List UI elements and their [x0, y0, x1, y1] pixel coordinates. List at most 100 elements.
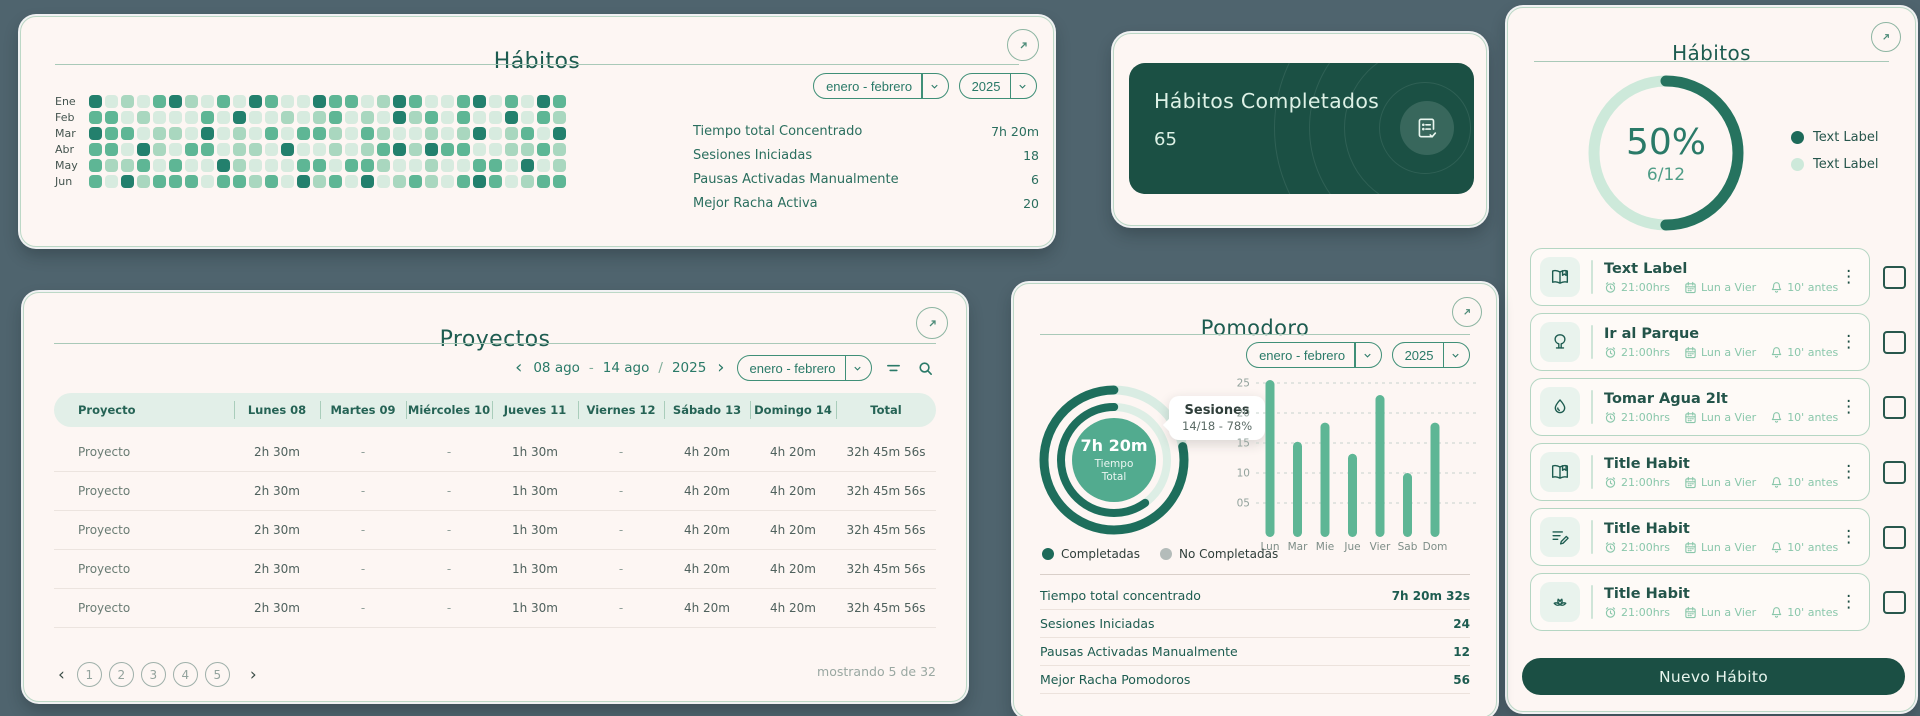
heatmap-cell — [361, 127, 374, 140]
habit-days: Lun a Vier — [1684, 281, 1756, 294]
stat-row: Pausas Activadas Manualmente 6 — [693, 167, 1039, 191]
habit-item[interactable]: Title Habit 21:00hrs Lun a Vier 10' ante… — [1530, 508, 1871, 566]
year-select[interactable]: 2025 — [958, 73, 1037, 99]
chevron-right-icon[interactable]: › — [249, 664, 257, 685]
heatmap-cell — [457, 143, 470, 156]
habit-item[interactable]: Text Label 21:00hrs Lun a Vier 10' antes — [1530, 248, 1871, 306]
heatmap-cell — [505, 143, 518, 156]
showing-label: mostrando 5 de 32 — [817, 664, 936, 679]
heatmap-cell — [265, 111, 278, 124]
table-row[interactable]: Proyecto 2h 30m - - 1h 30m - 4h 20m 4h 20m 32h 4… — [54, 472, 936, 511]
habit-checkbox[interactable] — [1883, 395, 1907, 419]
alarm-clock-icon — [1605, 606, 1616, 618]
divider — [1442, 343, 1444, 367]
habit-checkbox[interactable] — [1883, 265, 1907, 289]
habit-meta: 21:00hrs Lun a Vier 10' antes — [1604, 606, 1838, 619]
period-select-value: enero - febrero — [749, 360, 836, 376]
open-external-button[interactable] — [1452, 297, 1482, 327]
table-row[interactable]: Proyecto 2h 30m - - 1h 30m - 4h 20m 4h 20m 32h 4… — [54, 433, 936, 472]
heatmap-cell — [345, 127, 358, 140]
habit-stats-list: Tiempo total Concentrado 7h 20m Sesiones I… — [693, 119, 1039, 215]
period-select[interactable]: enero - febrero — [1246, 342, 1382, 368]
habit-checkbox[interactable] — [1883, 590, 1907, 614]
table-column-header: Jueves 11 — [492, 403, 578, 417]
habit-checkbox[interactable] — [1883, 460, 1907, 484]
table-row[interactable]: Proyecto 2h 30m - - 1h 30m - 4h 20m 4h 20m 32h 4… — [54, 589, 936, 628]
page-button[interactable]: 5 — [204, 662, 230, 687]
period-select-value: enero - febrero — [1259, 347, 1346, 363]
heatmap-cell — [217, 159, 230, 172]
heatmap-month-label: Abr — [55, 143, 75, 156]
chevron-left-icon[interactable]: ‹ — [58, 664, 65, 685]
heatmap-month-label: Mar — [55, 127, 76, 140]
heatmap-cell — [153, 111, 166, 124]
open-external-button[interactable] — [1007, 29, 1039, 61]
kebab-menu-icon[interactable]: ⋮ — [1840, 267, 1858, 287]
habit-row: Text Label 21:00hrs Lun a Vier 10' antes — [1530, 248, 1907, 306]
chevron-left-icon[interactable]: ‹ — [515, 357, 523, 378]
heatmap-cell — [489, 159, 502, 172]
new-habit-button[interactable]: Nuevo Hábito — [1522, 658, 1905, 695]
habit-item[interactable]: Ir al Parque 21:00hrs Lun a Vier 10' ant… — [1530, 313, 1871, 371]
period-select[interactable]: enero - febrero — [736, 355, 872, 381]
heatmap-cell — [313, 175, 326, 188]
heatmap-cell — [105, 111, 118, 124]
habit-item[interactable]: Tomar Agua 2lt 21:00hrs Lun a Vier 10' a… — [1530, 378, 1871, 436]
page-button[interactable]: 2 — [108, 662, 134, 687]
heatmap-cell — [137, 95, 150, 108]
habit-item[interactable]: Title Habit 21:00hrs Lun a Vier 10' ante… — [1530, 573, 1871, 631]
filter-icon[interactable] — [882, 357, 904, 379]
heatmap-cell — [137, 127, 150, 140]
habit-item[interactable]: Title Habit 21:00hrs Lun a Vier 10' ante… — [1530, 443, 1871, 501]
kebab-menu-icon[interactable]: ⋮ — [1840, 397, 1858, 417]
heatmap-cell — [249, 159, 262, 172]
table-cell: - — [618, 562, 624, 576]
projects-table-header: Proyecto Lunes 08 Martes 09 Miércoles 10 Jue… — [54, 393, 936, 427]
habits-completed-card: Hábitos Completados 65 — [1113, 33, 1487, 226]
year-select[interactable]: 2025 — [1391, 342, 1470, 368]
chevron-right-icon[interactable]: › — [717, 357, 725, 378]
habit-checkbox[interactable] — [1883, 330, 1907, 354]
heatmap-cell — [217, 95, 230, 108]
heatmap-cell — [329, 143, 342, 156]
heatmap-cell — [441, 111, 454, 124]
table-cell: Proyecto — [78, 484, 131, 498]
divider — [1591, 325, 1593, 359]
table-column-header: Viernes 12 — [578, 403, 664, 417]
heatmap-cell — [169, 175, 182, 188]
page-button[interactable]: 4 — [172, 662, 198, 687]
habit-info: Ir al Parque 21:00hrs Lun a Vier 10' ant… — [1604, 326, 1838, 359]
heatmap-cell — [441, 127, 454, 140]
heatmap-cell — [121, 111, 134, 124]
kebab-menu-icon[interactable]: ⋮ — [1840, 332, 1858, 352]
heatmap-cell — [393, 159, 406, 172]
heatmap-cell — [377, 159, 390, 172]
date-range-year: 2025 — [671, 360, 707, 376]
table-row[interactable]: Proyecto 2h 30m - - 1h 30m - 4h 20m 4h 20m 32h 4… — [54, 550, 936, 589]
kebab-menu-icon[interactable]: ⋮ — [1840, 462, 1858, 482]
svg-text:Dom: Dom — [1423, 541, 1448, 553]
page-button[interactable]: 3 — [140, 662, 166, 687]
habits-completed-banner[interactable]: Hábitos Completados 65 — [1129, 63, 1474, 194]
heatmap-cell — [121, 95, 134, 108]
heatmap-cell — [521, 95, 534, 108]
kebab-menu-icon[interactable]: ⋮ — [1840, 592, 1858, 612]
arrow-up-right-icon — [1883, 34, 1889, 40]
open-external-button[interactable] — [1871, 22, 1901, 52]
table-column-header: Martes 09 — [320, 403, 406, 417]
open-external-button[interactable] — [916, 307, 948, 339]
page-button[interactable]: 1 — [76, 662, 102, 687]
habit-checkbox[interactable] — [1883, 525, 1907, 549]
table-row[interactable]: Proyecto 2h 30m - - 1h 30m - 4h 20m 4h 20m 32h 4… — [54, 511, 936, 550]
heatmap-cell — [233, 159, 246, 172]
habit-days: Lun a Vier — [1684, 476, 1756, 489]
period-select[interactable]: enero - febrero — [813, 73, 949, 99]
heatmap-cell — [537, 111, 550, 124]
search-icon[interactable] — [914, 357, 936, 379]
kebab-menu-icon[interactable]: ⋮ — [1840, 527, 1858, 547]
stat-value: 56 — [1453, 672, 1470, 687]
table-cell: - — [618, 601, 624, 615]
heatmap-cell — [393, 111, 406, 124]
heatmap-cell — [297, 175, 310, 188]
heatmap-cell — [105, 127, 118, 140]
